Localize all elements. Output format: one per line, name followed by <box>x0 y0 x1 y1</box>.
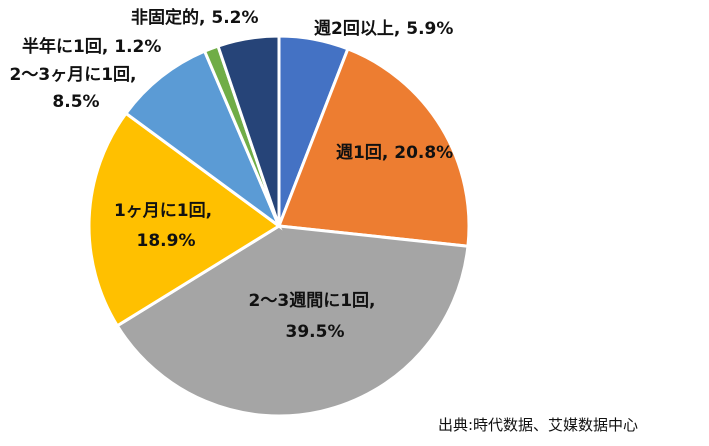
pie-slice-4 <box>87 111 282 328</box>
label-weekly-1: 週1回, 20.8% <box>336 143 453 163</box>
label-irregular: 非固定的, 5.2% <box>131 7 259 28</box>
label-monthly-1: 1ヶ月に1回, 18.9% <box>114 201 218 251</box>
pie-slices <box>87 34 471 418</box>
label-half-year: 半年に1回, 1.2% <box>22 36 161 57</box>
label-2-3-weeks: 2～3週間に1回, 39.5% <box>249 291 382 342</box>
source-note: 出典:時代数据、艾媒数据中心 <box>438 416 639 434</box>
pie-slice-2 <box>276 46 471 248</box>
label-weekly-2plus: 週2回以上, 5.9% <box>314 19 453 39</box>
pie-slice-3 <box>115 224 470 418</box>
label-2-3-months: 2～3ヶ月に1回, 8.5% <box>10 65 143 112</box>
pie-slice-7 <box>216 34 281 227</box>
pie-slice-5 <box>123 49 283 231</box>
